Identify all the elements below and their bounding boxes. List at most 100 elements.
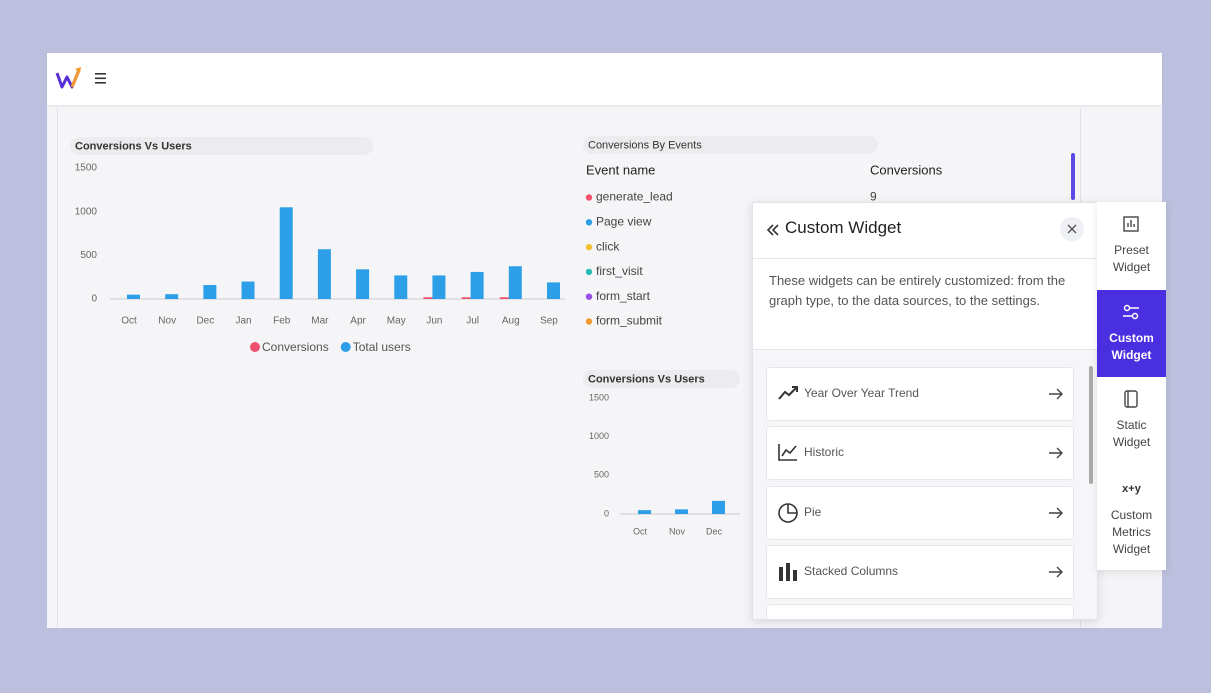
x-tick-label: Nov bbox=[158, 316, 176, 327]
x-tick-label: Dec bbox=[196, 316, 214, 327]
y-tick-label: 1500 bbox=[589, 392, 609, 402]
table-title-bg bbox=[583, 136, 878, 154]
bar bbox=[241, 281, 255, 299]
x-tick-label: Nov bbox=[669, 526, 686, 536]
tab-label: Static Widget bbox=[1112, 418, 1151, 449]
x-tick-label: Sep bbox=[540, 316, 558, 327]
x-tick-label: Aug bbox=[502, 316, 520, 327]
tab-label: Custom Metrics Widget bbox=[1110, 508, 1153, 556]
sidebar-tab[interactable]: Custom Widget bbox=[1097, 290, 1166, 377]
option-icon bbox=[778, 502, 798, 523]
panel-title: Custom Widget bbox=[785, 218, 902, 237]
option-icon bbox=[778, 444, 797, 462]
bar bbox=[470, 271, 484, 299]
event-dot bbox=[585, 293, 593, 300]
widget-option[interactable]: Historic bbox=[766, 426, 1074, 481]
event-name: click bbox=[596, 239, 620, 253]
tab-icon bbox=[1123, 304, 1139, 320]
widget-sidebar: Preset Widget Custom Widget Static Widget x… bbox=[1097, 202, 1166, 570]
y-tick-label: 0 bbox=[604, 508, 609, 518]
table-header: Event name bbox=[586, 162, 655, 177]
tab-icon-text: x+y bbox=[1122, 483, 1141, 495]
panel-description: These widgets can be entirely customized… bbox=[769, 273, 1066, 308]
event-name: generate_lead bbox=[596, 190, 673, 204]
back-button[interactable] bbox=[766, 223, 780, 237]
event-dot bbox=[585, 194, 593, 201]
bar bbox=[394, 275, 408, 299]
y-tick-label: 0 bbox=[91, 294, 97, 305]
x-tick-label: Oct bbox=[121, 316, 137, 327]
table-header: Conversions bbox=[870, 162, 943, 177]
option-label: Stacked Columns bbox=[804, 563, 899, 578]
scrollbar[interactable] bbox=[1089, 366, 1093, 484]
event-conversions: 9 bbox=[870, 190, 877, 204]
chart-title: Conversions Vs Users bbox=[588, 373, 705, 385]
table-title: Conversions By Events bbox=[588, 139, 702, 151]
menu-button[interactable] bbox=[95, 73, 107, 84]
bar bbox=[712, 500, 725, 514]
bar bbox=[675, 509, 688, 514]
scrollbar[interactable] bbox=[1071, 153, 1075, 200]
event-dot bbox=[585, 268, 593, 276]
bar bbox=[638, 510, 651, 514]
legend-swatch bbox=[250, 342, 260, 352]
event-name: form_start bbox=[596, 289, 651, 303]
bar bbox=[279, 207, 293, 299]
widget-option[interactable]: Year Over Year Trend bbox=[766, 367, 1074, 421]
tab-label: Preset Widget bbox=[1112, 243, 1151, 274]
x-tick-label: Oct bbox=[633, 526, 648, 536]
divider bbox=[57, 108, 58, 628]
bar bbox=[546, 282, 560, 299]
bar bbox=[127, 294, 140, 299]
option-icon bbox=[779, 562, 797, 581]
event-dot bbox=[585, 318, 593, 325]
x-tick-label: Jul bbox=[466, 316, 479, 327]
x-tick-label: May bbox=[387, 316, 406, 327]
sidebar-tab[interactable]: x+y Custom Metrics Widget bbox=[1097, 465, 1166, 570]
bar bbox=[356, 269, 370, 299]
option-label: Pie bbox=[804, 504, 822, 519]
y-tick-label: 1000 bbox=[589, 431, 609, 441]
bar bbox=[432, 275, 446, 299]
event-name: Page view bbox=[596, 214, 652, 228]
event-name: form_submit bbox=[596, 314, 663, 328]
y-tick-label: 500 bbox=[80, 250, 97, 261]
x-tick-label: Mar bbox=[311, 316, 329, 327]
option-label: Historic bbox=[804, 445, 845, 460]
arrow-icon bbox=[1049, 447, 1063, 459]
widget-option[interactable] bbox=[766, 604, 1074, 619]
x-tick-label: Jun bbox=[426, 316, 442, 327]
bar bbox=[203, 285, 217, 299]
y-tick-label: 500 bbox=[594, 470, 609, 480]
close-button[interactable] bbox=[1059, 216, 1085, 242]
chart-title: Conversions Vs Users bbox=[75, 140, 192, 152]
tab-icon bbox=[1124, 390, 1138, 408]
widget-option[interactable]: Pie bbox=[766, 485, 1074, 540]
top-bar bbox=[47, 53, 1162, 105]
logo[interactable] bbox=[55, 65, 83, 91]
bar bbox=[423, 297, 433, 299]
sidebar-tab[interactable]: Static Widget bbox=[1097, 377, 1166, 465]
arrow-icon bbox=[1049, 388, 1063, 400]
event-dot bbox=[585, 243, 593, 251]
y-tick-label: 1000 bbox=[75, 206, 98, 217]
event-name: first_visit bbox=[596, 264, 643, 278]
tab-label: Custom Widget bbox=[1109, 331, 1154, 362]
option-icon bbox=[778, 386, 798, 400]
option-label: Year Over Year Trend bbox=[804, 386, 919, 400]
sidebar-tab[interactable]: Preset Widget bbox=[1097, 202, 1166, 290]
event-dot bbox=[585, 219, 593, 226]
divider bbox=[753, 258, 1097, 259]
bar bbox=[317, 249, 331, 299]
chart-title-bg bbox=[583, 370, 740, 388]
tab-icon bbox=[1123, 216, 1139, 232]
x-tick-label: Apr bbox=[350, 316, 366, 327]
bar bbox=[165, 294, 179, 299]
x-tick-label: Feb bbox=[273, 316, 291, 327]
y-tick-label: 1500 bbox=[75, 163, 98, 174]
widget-option[interactable]: Stacked Columns bbox=[766, 544, 1074, 599]
widget-list: Year Over Year Trend Historic Pie Stacked C… bbox=[753, 349, 1097, 619]
arrow-icon bbox=[1049, 507, 1063, 519]
legend-swatch bbox=[340, 342, 351, 352]
custom-widget-panel: Custom Widget These widgets can be entir… bbox=[752, 202, 1098, 620]
